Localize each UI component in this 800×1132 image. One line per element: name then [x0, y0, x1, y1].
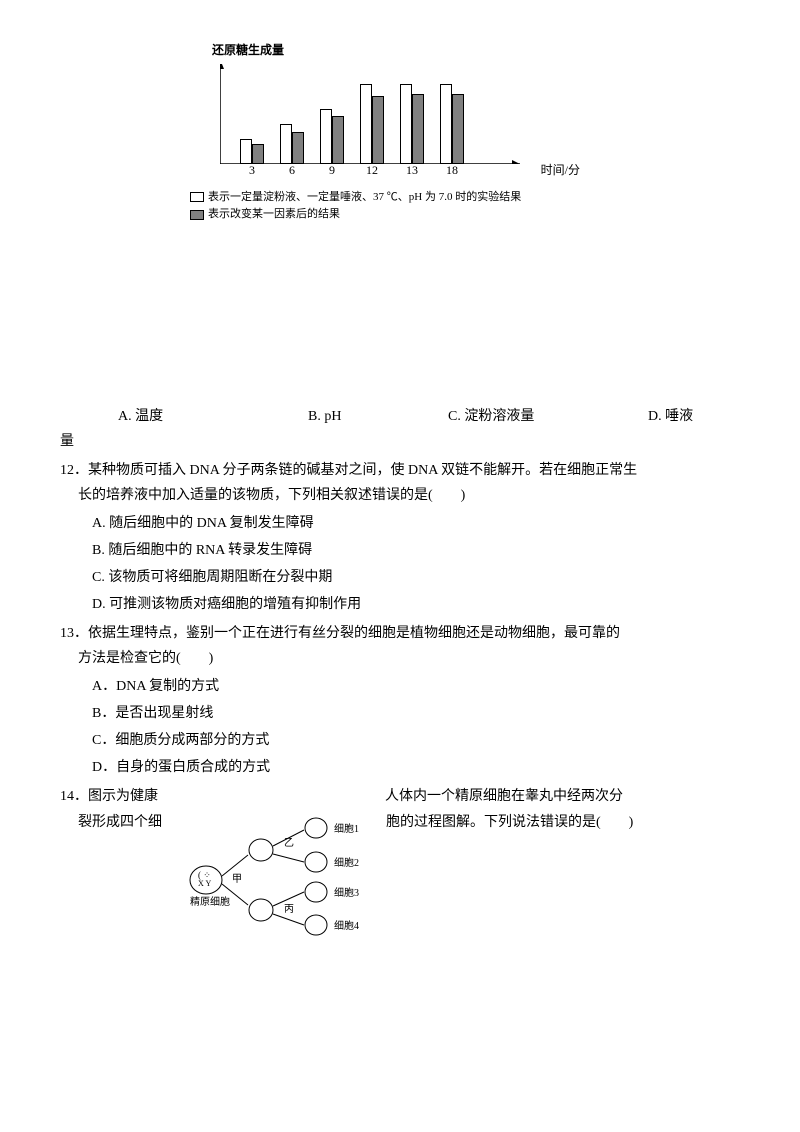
chart-x-label: 时间/分 — [541, 160, 580, 182]
q13-c: C．细胞质分成两部分的方式 — [92, 728, 740, 753]
q12-a: A. 随后细胞中的 DNA 复制发生障碍 — [92, 511, 740, 536]
legend-row-gray: 表示改变某一因素后的结果 — [190, 206, 740, 224]
chart-legend: 表示一定量淀粉液、一定量唾液、37 ℃、pH 为 7.0 时的实验结果 表示改变… — [190, 189, 740, 224]
bar-chart: 3 6 9 12 13 18 时间/分 — [220, 64, 540, 164]
question-13: 13．依据生理特点，鉴别一个正在进行有丝分裂的细胞是植物细胞还是动物细胞，最可靠… — [60, 621, 740, 780]
svg-text:细胞3: 细胞3 — [334, 886, 359, 899]
cell-division-diagram: ( ⁘ X Y 精原细胞 甲 乙 丙 — [186, 810, 386, 940]
svg-text:细胞1: 细胞1 — [334, 822, 359, 835]
q13-a: A．DNA 复制的方式 — [92, 674, 740, 699]
x-tick: 9 — [320, 160, 344, 182]
legend-box-gray-icon — [190, 210, 204, 220]
q12-num: 12． — [60, 463, 88, 478]
q14-diagram: ( ⁘ X Y 精原细胞 甲 乙 丙 — [186, 810, 386, 940]
q12-stem: 某种物质可插入 DNA 分子两条链的碱基对之间，使 DNA 双链不能解开。若在细… — [88, 463, 637, 478]
q13-d: D．自身的蛋白质合成的方式 — [92, 755, 740, 780]
root-label: 精原细胞 — [190, 895, 230, 908]
svg-text:乙: 乙 — [284, 837, 294, 849]
bar-pair — [400, 84, 424, 164]
option-b: B. pH — [308, 404, 448, 429]
option-c: C. 淀粉溶液量 — [448, 404, 648, 429]
x-tick: 13 — [400, 160, 424, 182]
q11-options: A. 温度 B. pH C. 淀粉溶液量 D. 唾液 — [60, 404, 740, 429]
q13-stem2: 方法是检查它的( ) — [78, 646, 740, 671]
svg-text:细胞4: 细胞4 — [334, 919, 359, 932]
svg-text:丙: 丙 — [284, 904, 294, 915]
q13-stem: 依据生理特点，鉴别一个正在进行有丝分裂的细胞是植物细胞还是动物细胞，最可靠的 — [88, 626, 620, 641]
q14-num: 14． — [60, 789, 88, 804]
legend-text: 表示改变某一因素后的结果 — [208, 206, 340, 224]
q12-c: C. 该物质可将细胞周期阻断在分裂中期 — [92, 565, 740, 590]
bar-pair — [360, 84, 384, 164]
legend-box-white-icon — [190, 192, 204, 202]
q12-d: D. 可推测该物质对癌细胞的增殖有抑制作用 — [92, 592, 740, 617]
q13-num: 13． — [60, 626, 88, 641]
x-tick: 12 — [360, 160, 384, 182]
svg-text:细胞2: 细胞2 — [334, 856, 359, 869]
x-tick: 3 — [240, 160, 264, 182]
q14-right1: 人体内一个精原细胞在睾丸中经两次分 — [385, 789, 623, 804]
option-a: A. 温度 — [118, 404, 308, 429]
bar-pair — [320, 109, 344, 164]
q12-stem2: 长的培养液中加入适量的该物质，下列相关叙述错误的是( ) — [78, 483, 740, 508]
legend-text: 表示一定量淀粉液、一定量唾液、37 ℃、pH 为 7.0 时的实验结果 — [208, 189, 521, 207]
x-tick: 18 — [440, 160, 464, 182]
q13-b: B．是否出现星射线 — [92, 701, 740, 726]
q14-left2: 裂形成四个细 — [78, 810, 186, 940]
legend-row-white: 表示一定量淀粉液、一定量唾液、37 ℃、pH 为 7.0 时的实验结果 — [190, 189, 740, 207]
chart-y-label: 还原糖生成量 — [212, 40, 740, 62]
bar-pair — [440, 84, 464, 164]
option-d: D. 唾液 — [648, 404, 693, 429]
x-ticks: 3 6 9 12 13 18 — [240, 160, 464, 182]
svg-text:X Y: X Y — [198, 879, 211, 888]
q14-left1: 图示为健康 — [88, 789, 158, 804]
chart-section: 还原糖生成量 3 6 9 12 13 18 时间/分 表示一定量淀 — [220, 40, 740, 224]
chart-bars — [240, 64, 464, 164]
x-tick: 6 — [280, 160, 304, 182]
q12-b: B. 随后细胞中的 RNA 转录发生障碍 — [92, 538, 740, 563]
option-d-cont: 量 — [60, 429, 740, 454]
bar-pair — [280, 124, 304, 164]
svg-text:甲: 甲 — [232, 874, 242, 885]
q14-right2: 胞的过程图解。下列说法错误的是( ) — [386, 810, 706, 940]
question-12: 12．某种物质可插入 DNA 分子两条链的碱基对之间，使 DNA 双链不能解开。… — [60, 458, 740, 617]
question-14: 14．图示为健康 人体内一个精原细胞在睾丸中经两次分 裂形成四个细 ( ⁘ X … — [60, 784, 740, 939]
